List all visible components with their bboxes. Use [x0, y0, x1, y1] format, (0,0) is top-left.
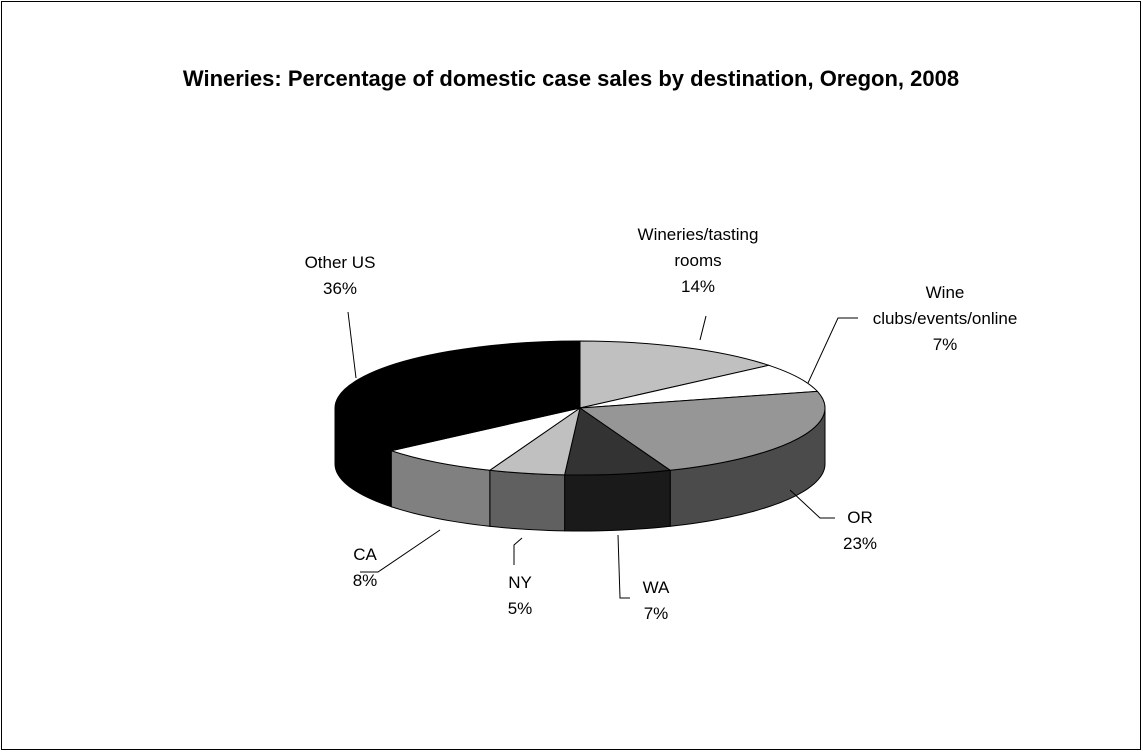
value-label: 7% [643, 604, 669, 623]
leader-line [347, 311, 357, 379]
data-label: OR 23% [830, 505, 890, 557]
pie-slice-side [564, 469, 671, 532]
category-label: Other US [304, 253, 376, 272]
leader-line [807, 317, 858, 384]
category-label: Wine clubs/events/online [872, 283, 1018, 328]
value-label: 8% [352, 571, 378, 590]
value-label: 36% [322, 279, 358, 298]
pie-slice [578, 390, 826, 471]
value-label: 14% [680, 277, 716, 296]
leader-line [699, 315, 707, 341]
category-label: CA [353, 545, 377, 564]
data-label: CA 8% [335, 542, 395, 594]
leader-line [513, 537, 523, 565]
leader-line [617, 534, 630, 599]
data-label: Wineries/tasting rooms 14% [613, 222, 783, 300]
category-label: Wineries/tasting rooms [637, 225, 759, 270]
pie-slice-side [489, 469, 566, 532]
value-label: 23% [842, 534, 878, 553]
pie-slice [334, 340, 581, 452]
category-label: NY [508, 573, 532, 592]
pie-slice [579, 340, 771, 409]
category-label: WA [642, 578, 670, 597]
value-label: 5% [507, 599, 533, 618]
pie-slice [389, 407, 581, 471]
data-label: Wine clubs/events/online 7% [858, 280, 1033, 358]
category-label: OR [847, 508, 873, 527]
chart-title: Wineries: Percentage of domestic case sa… [182, 66, 960, 91]
data-label: WA 7% [626, 575, 686, 627]
leader-line [360, 529, 441, 573]
pie-slice [579, 364, 819, 409]
leader-line [789, 489, 835, 519]
data-label: NY 5% [490, 570, 550, 622]
pie-slice [563, 407, 672, 476]
data-label: Other US 36% [290, 250, 390, 302]
value-label: 7% [932, 335, 958, 354]
